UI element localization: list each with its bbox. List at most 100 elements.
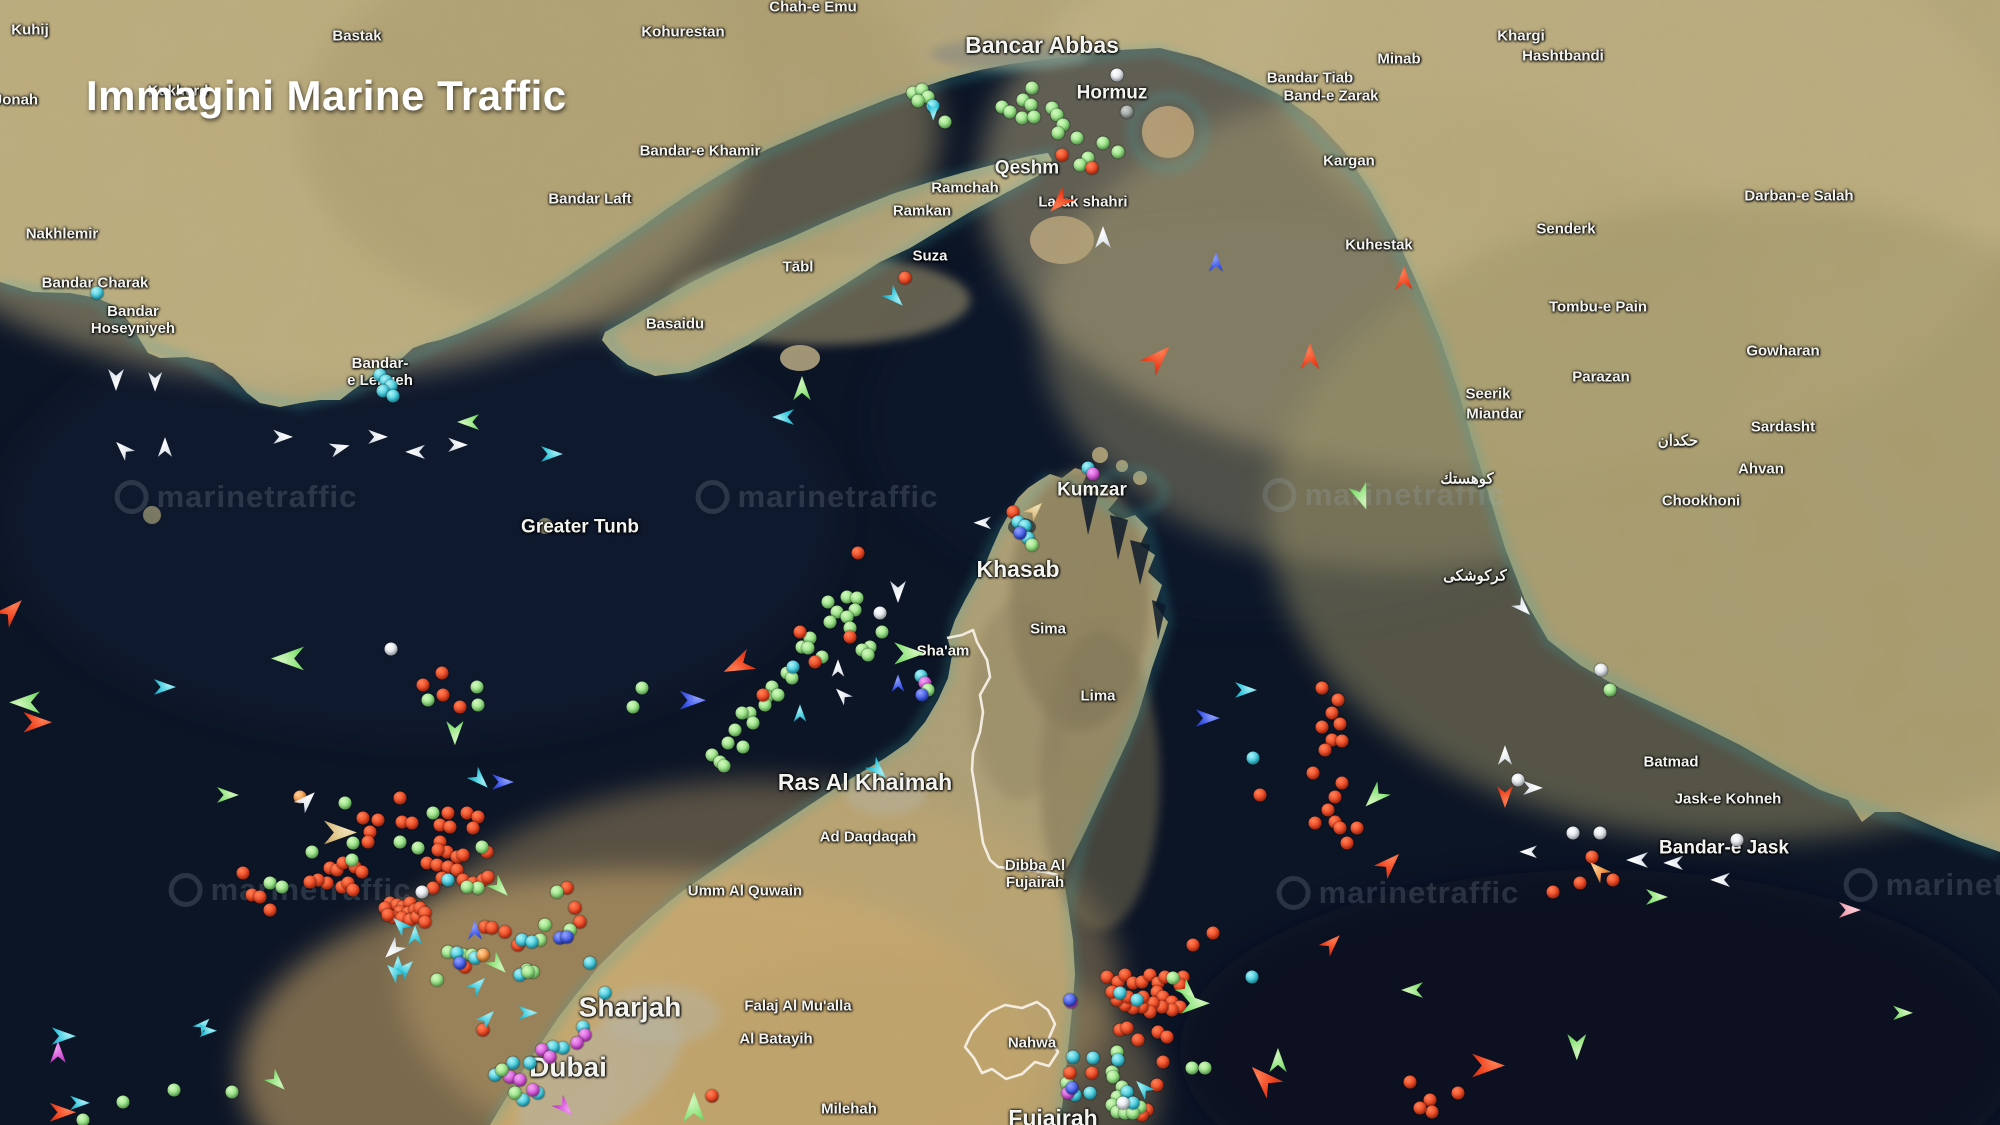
vessel-dot[interactable] <box>90 286 104 300</box>
vessel-dot[interactable] <box>1315 720 1329 734</box>
vessel-dot[interactable] <box>830 605 844 619</box>
vessel-dot[interactable] <box>1321 803 1335 817</box>
vessel-dot[interactable] <box>346 883 360 897</box>
vessel-dot[interactable] <box>371 813 385 827</box>
vessel-dot[interactable] <box>915 688 929 702</box>
vessel-dot[interactable] <box>1085 161 1099 175</box>
vessel-dot[interactable] <box>523 1056 537 1070</box>
vessel-dot[interactable] <box>793 625 807 639</box>
vessel-dot[interactable] <box>420 856 434 870</box>
vessel-dot[interactable] <box>1111 1053 1125 1067</box>
vessel-dot[interactable] <box>356 811 370 825</box>
vessel-dot[interactable] <box>538 918 552 932</box>
vessel-dot[interactable] <box>498 925 512 939</box>
vessel-dot[interactable] <box>938 115 952 129</box>
vessel-dot[interactable] <box>305 845 319 859</box>
vessel-dot[interactable] <box>626 700 640 714</box>
vessel-dot[interactable] <box>1165 1003 1179 1017</box>
vessel-dot[interactable] <box>1333 821 1347 835</box>
vessel-dot[interactable] <box>363 825 377 839</box>
vessel-dot[interactable] <box>1333 717 1347 731</box>
vessel-dot[interactable] <box>253 890 267 904</box>
vessel-dot[interactable] <box>1006 505 1020 519</box>
vessel-dot[interactable] <box>526 1083 540 1097</box>
vessel-dot[interactable] <box>801 641 815 655</box>
vessel-dot[interactable] <box>1425 1105 1439 1119</box>
vessel-dot[interactable] <box>598 986 612 1000</box>
vessel-dot[interactable] <box>346 836 360 850</box>
vessel-dot[interactable] <box>485 921 499 935</box>
vessel-dot[interactable] <box>495 1063 509 1077</box>
vessel-dot[interactable] <box>1325 733 1339 747</box>
vessel-dot[interactable] <box>1325 706 1339 720</box>
vessel-dot[interactable] <box>746 716 760 730</box>
vessel-dot[interactable] <box>275 880 289 894</box>
vessel-dot[interactable] <box>1120 1085 1134 1099</box>
vessel-dot[interactable] <box>433 818 447 832</box>
vessel-dot[interactable] <box>875 625 889 639</box>
vessel-dot[interactable] <box>376 384 390 398</box>
vessel-dot[interactable] <box>721 736 735 750</box>
vessel-dot[interactable] <box>1350 821 1364 835</box>
vessel-dot[interactable] <box>361 835 375 849</box>
vessel-dot[interactable] <box>803 631 817 645</box>
vessel-dot[interactable] <box>1451 1086 1465 1100</box>
vessel-dot[interactable] <box>1246 751 1260 765</box>
vessel-dot[interactable] <box>736 740 750 754</box>
vessel-dot[interactable] <box>1111 145 1125 159</box>
vessel-dot[interactable] <box>1315 681 1329 695</box>
vessel-dot[interactable] <box>525 935 539 949</box>
vessel-dot[interactable] <box>1050 108 1064 122</box>
vessel-dot[interactable] <box>1156 1055 1170 1069</box>
vessel-dot[interactable] <box>443 820 457 834</box>
vessel-dot[interactable] <box>476 948 490 962</box>
vessel-dot[interactable] <box>1126 1106 1140 1120</box>
vessel-dot[interactable] <box>1130 993 1144 1007</box>
vessel-dot[interactable] <box>460 806 474 820</box>
vessel-dot[interactable] <box>1116 1096 1130 1110</box>
vessel-dot[interactable] <box>771 688 785 702</box>
vessel-dot[interactable] <box>338 796 352 810</box>
vessel-dot[interactable] <box>1150 1078 1164 1092</box>
vessel-dot[interactable] <box>471 810 485 824</box>
vessel-dot[interactable] <box>560 930 574 944</box>
vessel-dot[interactable] <box>381 908 395 922</box>
vessel-dot[interactable] <box>1065 1081 1079 1095</box>
vessel-dot[interactable] <box>355 865 369 879</box>
vessel-dot[interactable] <box>851 546 865 560</box>
vessel-dot[interactable] <box>263 903 277 917</box>
vessel-dot[interactable] <box>303 875 317 889</box>
vessel-dot[interactable] <box>411 841 425 855</box>
vessel-dot[interactable] <box>568 901 582 915</box>
vessel-dot[interactable] <box>1335 734 1349 748</box>
vessel-dot[interactable] <box>1120 105 1134 119</box>
vessel-dot[interactable] <box>506 1056 520 1070</box>
vessel-dot[interactable] <box>840 590 854 604</box>
vessel-dot[interactable] <box>850 591 864 605</box>
vessel-dot[interactable] <box>861 648 875 662</box>
vessel-dot[interactable] <box>1160 1030 1174 1044</box>
vessel-dot[interactable] <box>1073 158 1087 172</box>
vessel-dot[interactable] <box>1110 68 1124 82</box>
vessel-dot[interactable] <box>1318 743 1332 757</box>
vessel-dot[interactable] <box>386 389 400 403</box>
vessel-dot[interactable] <box>76 1113 90 1125</box>
vessel-dot[interactable] <box>418 915 432 929</box>
vessel-dot[interactable] <box>421 693 435 707</box>
vessel-dot[interactable] <box>436 688 450 702</box>
vessel-dot[interactable] <box>735 706 749 720</box>
vessel-dot[interactable] <box>1027 110 1041 124</box>
vessel-dot[interactable] <box>808 655 822 669</box>
vessel-dot[interactable] <box>1585 850 1599 864</box>
vessel-dot[interactable] <box>756 688 770 702</box>
vessel-dot[interactable] <box>1603 683 1617 697</box>
vessel-dot[interactable] <box>1166 971 1180 985</box>
vessel-dot[interactable] <box>546 1040 560 1054</box>
vessel-dot[interactable] <box>405 816 419 830</box>
vessel-dot[interactable] <box>1730 833 1744 847</box>
vessel-dot[interactable] <box>1086 467 1100 481</box>
vessel-dot[interactable] <box>1063 993 1077 1007</box>
vessel-dot[interactable] <box>1086 1051 1100 1065</box>
vessel-dot[interactable] <box>843 630 857 644</box>
